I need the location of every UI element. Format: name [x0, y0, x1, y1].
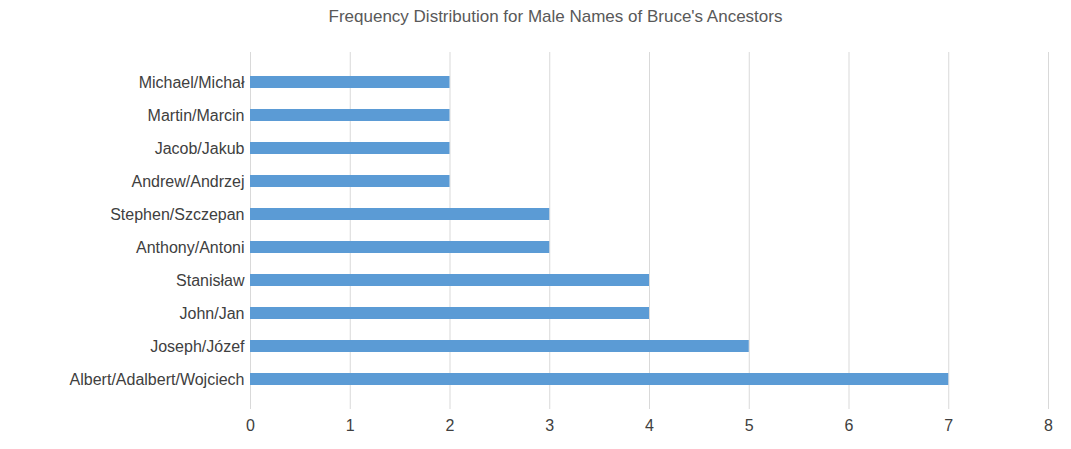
- svg-text:2: 2: [446, 417, 455, 434]
- svg-text:Anthony/Antoni: Anthony/Antoni: [136, 239, 245, 256]
- svg-text:1: 1: [346, 417, 355, 434]
- svg-text:4: 4: [645, 417, 654, 434]
- svg-text:Martin/Marcin: Martin/Marcin: [148, 107, 245, 124]
- svg-text:Andrew/Andrzej: Andrew/Andrzej: [132, 173, 245, 190]
- svg-text:6: 6: [845, 417, 854, 434]
- svg-text:8: 8: [1044, 417, 1053, 434]
- svg-text:Michael/Michał: Michael/Michał: [139, 74, 245, 91]
- svg-text:0: 0: [246, 417, 255, 434]
- svg-text:7: 7: [944, 417, 953, 434]
- html-text:Frequency Distribution for Mal: Frequency Distribution for Male Names of…: [328, 7, 783, 26]
- svg-text:Albert/Adalbert/Wojciech: Albert/Adalbert/Wojciech: [70, 371, 245, 388]
- svg-text:Joseph/Józef: Joseph/Józef: [150, 338, 245, 355]
- svg-text:5: 5: [745, 417, 754, 434]
- svg-text:John/Jan: John/Jan: [180, 305, 245, 322]
- svg-text:Jacob/Jakub: Jacob/Jakub: [155, 140, 245, 157]
- svg-text:3: 3: [545, 417, 554, 434]
- svg-text:Stanisław: Stanisław: [176, 272, 245, 289]
- svg-text:Stephen/Szczepan: Stephen/Szczepan: [110, 206, 244, 223]
